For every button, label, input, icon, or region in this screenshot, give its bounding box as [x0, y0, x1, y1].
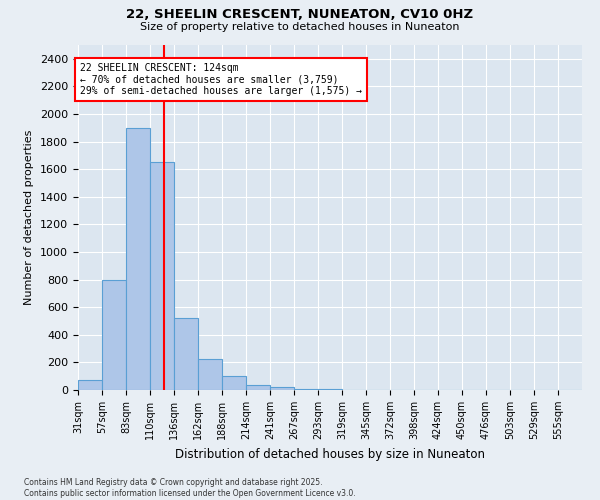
Text: Contains HM Land Registry data © Crown copyright and database right 2025.
Contai: Contains HM Land Registry data © Crown c…: [24, 478, 356, 498]
Bar: [150, 162, 174, 390]
Bar: [222, 376, 246, 390]
Bar: [174, 318, 198, 390]
Text: 22, SHEELIN CRESCENT, NUNEATON, CV10 0HZ: 22, SHEELIN CRESCENT, NUNEATON, CV10 0HZ: [127, 8, 473, 20]
Bar: [270, 387, 294, 390]
Bar: [78, 380, 102, 390]
Bar: [246, 385, 270, 390]
Text: 22 SHEELIN CRESCENT: 124sqm
← 70% of detached houses are smaller (3,759)
29% of : 22 SHEELIN CRESCENT: 124sqm ← 70% of det…: [80, 63, 362, 96]
Bar: [198, 359, 222, 390]
Bar: [126, 128, 150, 390]
Bar: [294, 388, 318, 390]
Bar: [102, 280, 126, 390]
Y-axis label: Number of detached properties: Number of detached properties: [25, 130, 34, 305]
Text: Size of property relative to detached houses in Nuneaton: Size of property relative to detached ho…: [140, 22, 460, 32]
X-axis label: Distribution of detached houses by size in Nuneaton: Distribution of detached houses by size …: [175, 448, 485, 460]
